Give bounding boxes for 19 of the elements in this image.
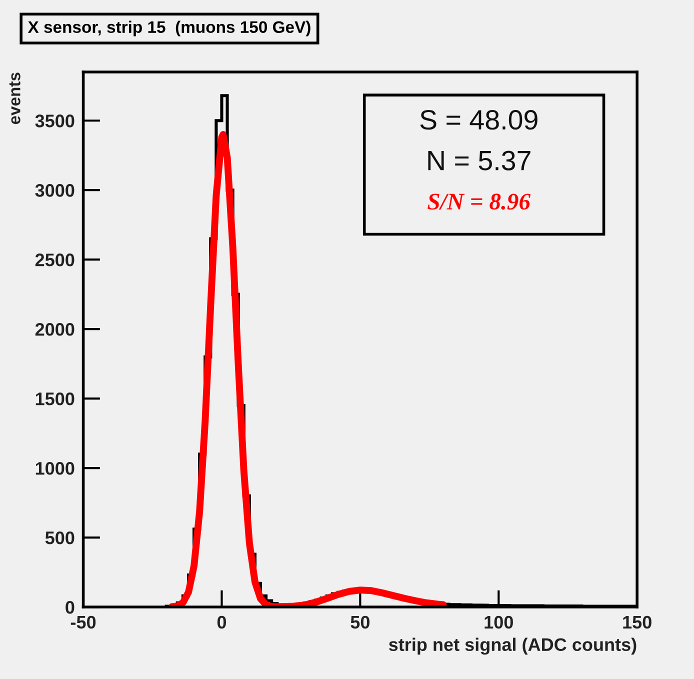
x-tick-label: -50	[70, 616, 96, 629]
annotation: S = 48.09	[420, 110, 538, 130]
y-tick-label: 3000	[35, 184, 74, 197]
x-tick-label: 50	[350, 616, 370, 629]
x-tick-label: 100	[484, 616, 513, 629]
y-tick-label: 500	[45, 531, 74, 544]
y-tick-label: 3500	[35, 114, 74, 128]
y-tick-label: 2500	[35, 254, 74, 266]
chart-title: X sensor, strip 15 (muons 150 GeV)	[28, 20, 310, 36]
annotation: N = 5.37	[428, 150, 530, 170]
y-tick-label: 2000	[35, 323, 74, 336]
x-axis-title: strip net signal (ADC counts)	[388, 638, 636, 655]
x-tick-label: 150	[623, 616, 652, 629]
y-tick-label: 1500	[36, 392, 74, 406]
annotation: S/N = 8.96	[428, 194, 531, 210]
y-tick-label: 0	[66, 600, 74, 614]
y-tick-label: 1000	[36, 462, 74, 475]
x-tick-label: 0	[217, 616, 226, 629]
y-axis-title: events	[9, 72, 20, 124]
